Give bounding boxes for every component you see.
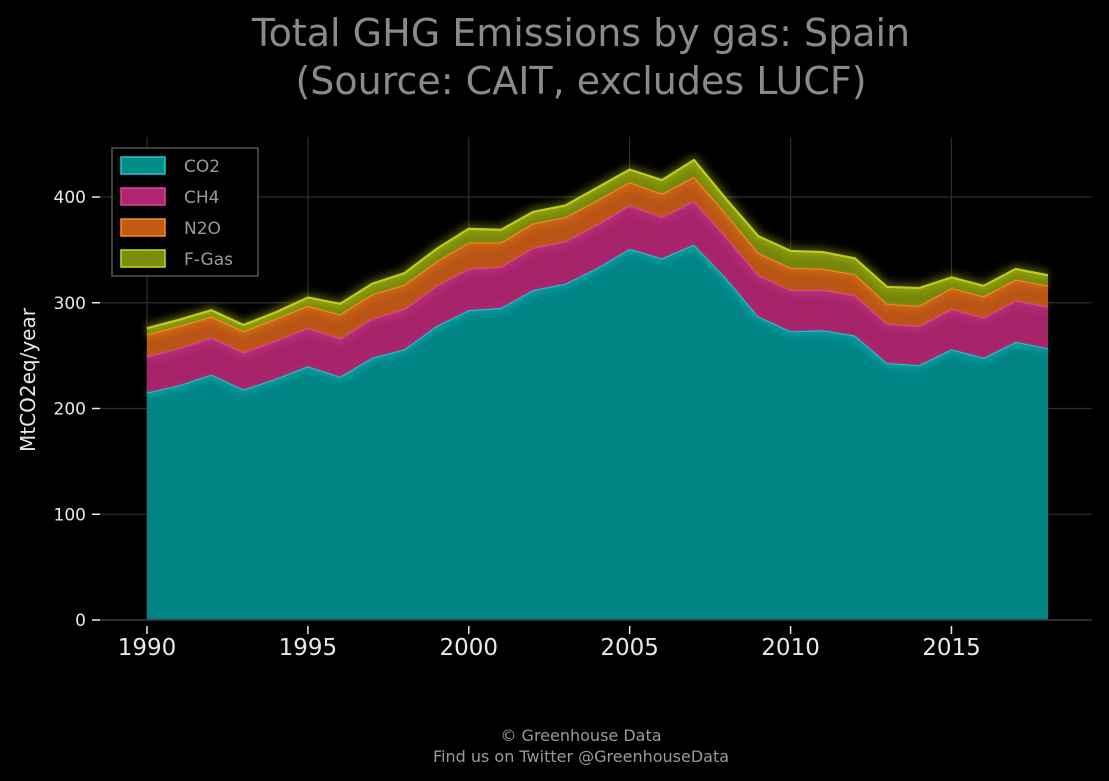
- area-f-gas: [147, 159, 1048, 335]
- y-tick-label-200: 200: [54, 400, 86, 420]
- area-ch4: [147, 201, 1048, 393]
- x-tick-label-2000: 2000: [440, 635, 499, 661]
- area-n2o: [147, 176, 1048, 357]
- legend-label-ch4: CH4: [184, 188, 219, 208]
- x-tick-label-2005: 2005: [600, 635, 659, 661]
- footer-credit: © Greenhouse Data: [500, 726, 661, 745]
- y-tick-label-0: 0: [75, 611, 86, 631]
- axes: 0 100 200 300 400 1990 1995 2000 2005 2010 2015: [54, 188, 1092, 661]
- x-tick-label-2015: 2015: [922, 635, 981, 661]
- x-tick-label-2010: 2010: [761, 635, 820, 661]
- legend-swatch-ch4: [120, 187, 166, 206]
- y-tick-label-400: 400: [54, 188, 86, 208]
- legend-swatch-co2: [120, 156, 166, 175]
- line-f-gas: [146, 158, 1049, 330]
- footer-twitter: Find us on Twitter @GreenhouseData: [433, 747, 729, 766]
- legend: CO2 CH4 N2O F-Gas: [111, 147, 259, 277]
- y-axis-label: MtCO2eq/year: [16, 307, 40, 452]
- legend-label-co2: CO2: [184, 157, 220, 177]
- chart-title-line-2: (Source: CAIT, excludes LUCF): [295, 59, 866, 103]
- legend-swatch-f-gas: [120, 249, 166, 268]
- legend-label-n2o: N2O: [184, 219, 221, 239]
- y-tick-label-100: 100: [54, 505, 86, 525]
- legend-label-f-gas: F-Gas: [184, 250, 233, 270]
- y-tick-label-300: 300: [54, 294, 86, 314]
- x-tick-label-1990: 1990: [118, 635, 177, 661]
- area-co2: [147, 244, 1048, 620]
- legend-swatch-n2o: [120, 218, 166, 237]
- chart-title-line-1: Total GHG Emissions by gas: Spain: [251, 11, 910, 55]
- x-tick-label-1995: 1995: [279, 635, 338, 661]
- stacked-areas: [145, 154, 1049, 620]
